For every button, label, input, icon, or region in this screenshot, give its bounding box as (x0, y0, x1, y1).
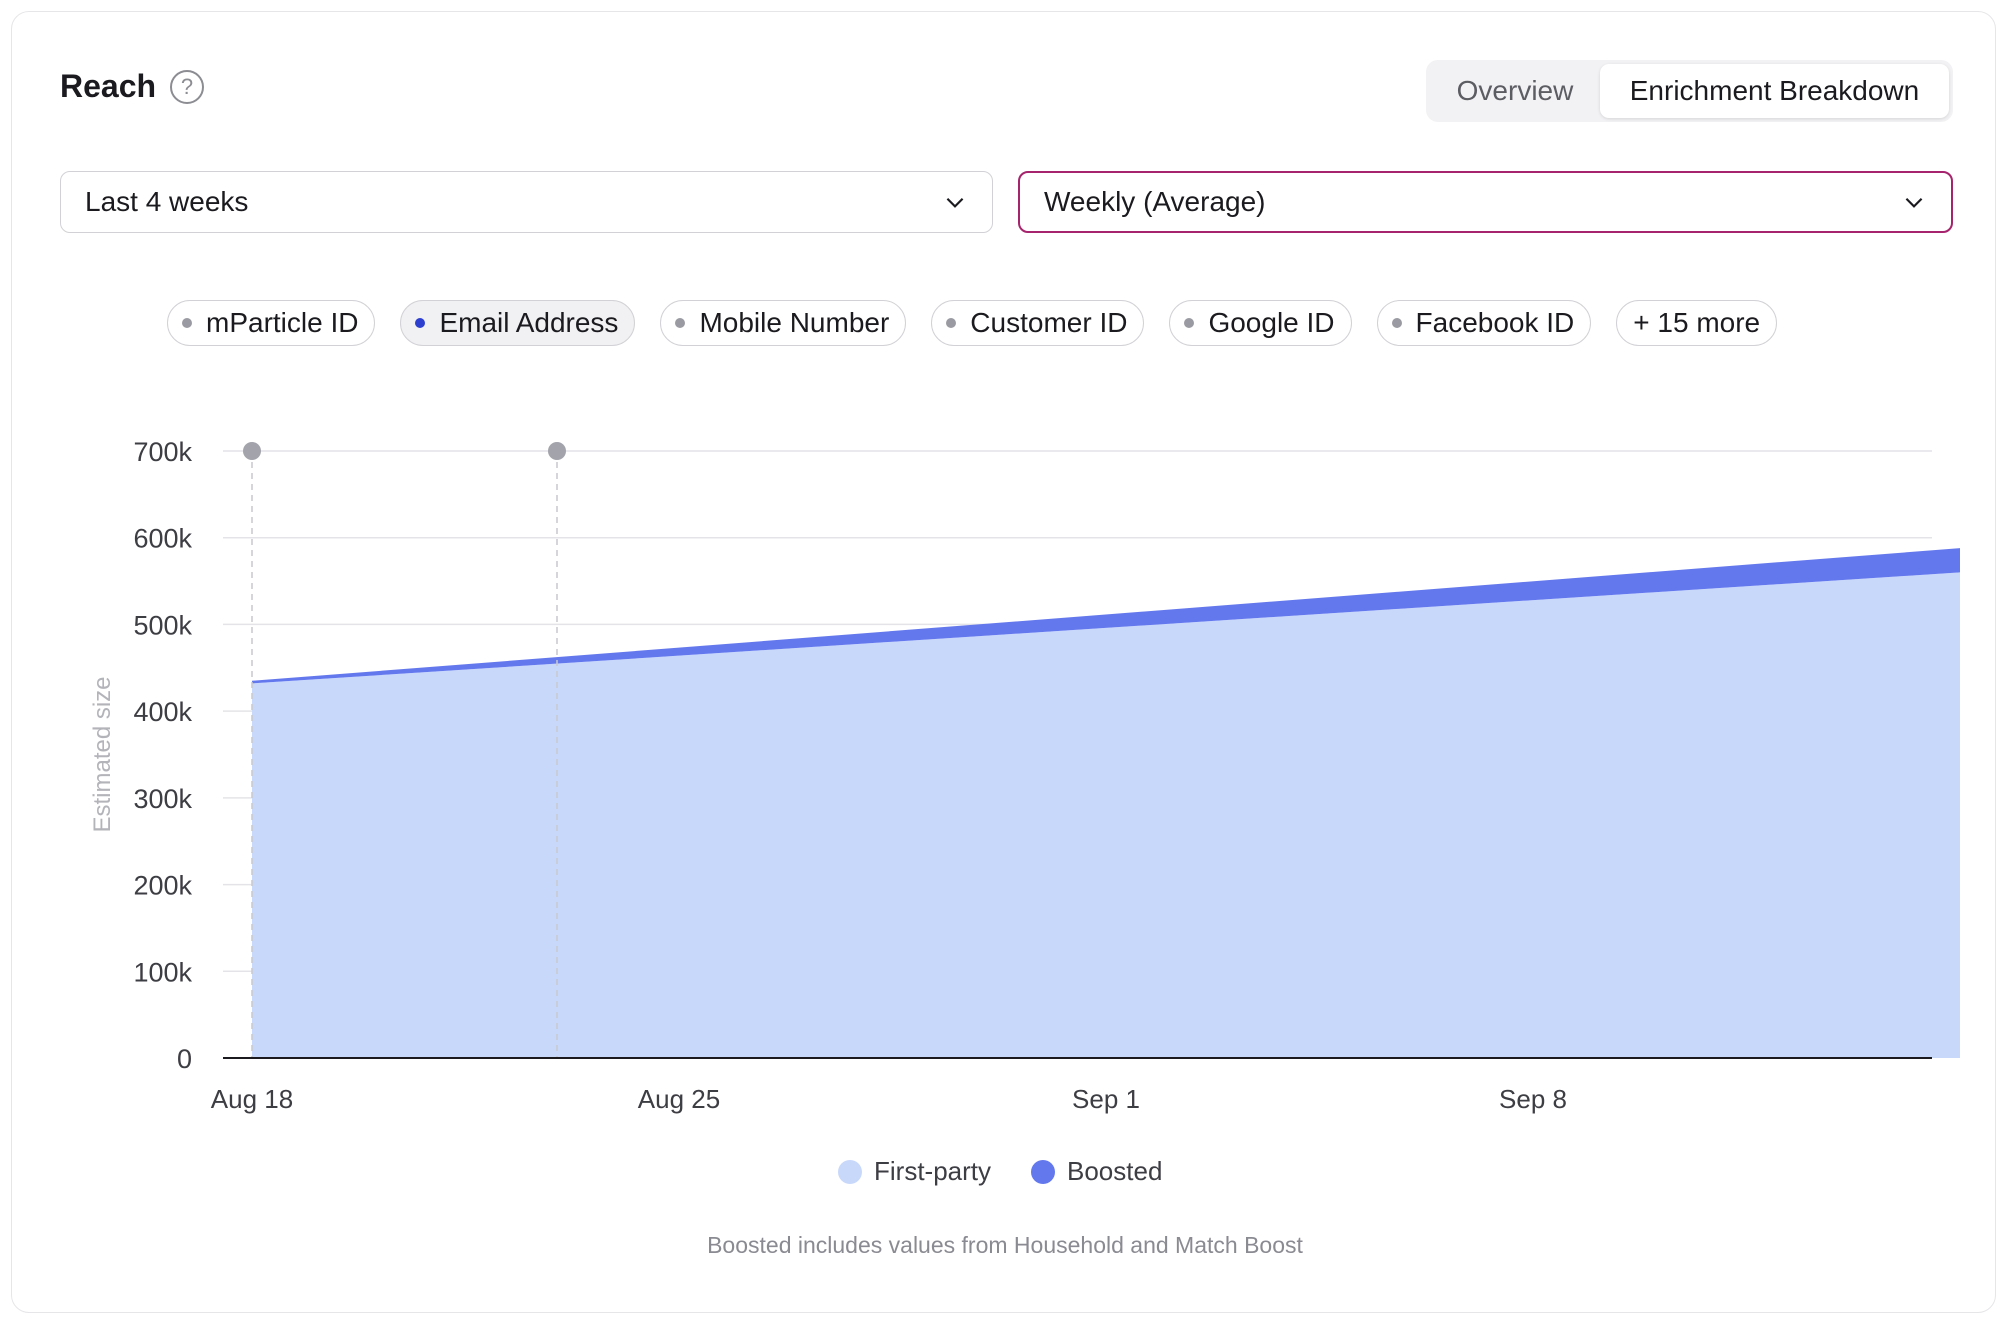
status-dot (1391, 318, 1402, 328)
question-circle-icon[interactable]: ? (170, 69, 205, 104)
reach-area-chart: 0 100k 200k 300k 400k 500k 600k 700k Estimated s… (89, 437, 1960, 1114)
chart-footnote: Boosted includes values from Household a… (707, 1232, 1303, 1258)
x-tick-label: Sep 1 (1072, 1084, 1140, 1114)
status-dot (182, 318, 192, 328)
area-first-party (252, 572, 1960, 1058)
y-tick-label: 700k (133, 437, 192, 467)
event-marker-dot (548, 442, 566, 460)
identifier-pill-mobile-number[interactable]: Mobile Number (660, 300, 907, 346)
legend-item-first-party[interactable]: First-party (838, 1156, 991, 1187)
status-dot (946, 318, 957, 328)
legend-swatch-first-party (838, 1159, 862, 1184)
status-dot (1184, 318, 1195, 328)
y-tick-label: 0 (177, 1044, 192, 1074)
identifier-label: Facebook ID (1415, 307, 1575, 338)
chart-legend: First-party Boosted (838, 1156, 1202, 1187)
identifier-pill-mparticle-id[interactable]: mParticle ID (167, 300, 376, 346)
identifier-pill-facebook-id[interactable]: Facebook ID (1376, 300, 1592, 346)
y-tick-label: 100k (133, 957, 192, 987)
page-title: Reach (60, 68, 157, 104)
x-tick-label: Aug 25 (638, 1084, 720, 1114)
identifier-filters: mParticle ID Email Address Mobile Number… (167, 300, 1778, 346)
identifier-pill-email-address[interactable]: Email Address (400, 300, 636, 346)
y-tick-label: 200k (133, 871, 192, 901)
chevron-down-icon (946, 197, 964, 208)
more-identifiers-button[interactable]: + 15 more (1616, 300, 1778, 346)
y-axis-label: Estimated size (89, 676, 116, 832)
y-tick-label: 400k (133, 697, 192, 727)
y-tick-label: 500k (133, 610, 192, 640)
status-dot (675, 318, 686, 328)
area-boosted (252, 548, 1960, 684)
legend-label: First-party (874, 1156, 991, 1186)
identifier-label: Google ID (1208, 307, 1335, 338)
identifier-pill-customer-id[interactable]: Customer ID (931, 300, 1145, 346)
x-tick-label: Aug 18 (211, 1084, 293, 1114)
legend-label: Boosted (1067, 1156, 1163, 1186)
identifier-label: Mobile Number (699, 307, 890, 338)
frequency-select[interactable]: Weekly (Average) (1018, 171, 1953, 233)
y-tick-label: 300k (133, 784, 192, 814)
identifier-label: mParticle ID (206, 307, 359, 338)
date-range-value: Last 4 weeks (85, 186, 249, 217)
tab-enrichment-breakdown[interactable]: Enrichment Breakdown (1600, 64, 1949, 118)
date-range-select[interactable]: Last 4 weeks (60, 171, 993, 233)
reach-header: Reach ? (60, 68, 205, 105)
y-tick-label: 600k (133, 524, 192, 554)
identifier-label: Email Address (439, 307, 619, 338)
legend-item-boosted[interactable]: Boosted (1031, 1156, 1162, 1187)
status-dot (415, 318, 426, 328)
event-marker-dot (243, 442, 261, 460)
identifier-pill-google-id[interactable]: Google ID (1169, 300, 1352, 346)
legend-swatch-boosted (1031, 1159, 1055, 1184)
frequency-value: Weekly (Average) (1044, 186, 1266, 217)
identifier-label: Customer ID (970, 307, 1128, 338)
chevron-down-icon (1905, 197, 1923, 208)
tab-overview[interactable]: Overview (1456, 75, 1574, 106)
x-tick-label: Sep 8 (1499, 1084, 1567, 1114)
view-toggle: Overview Enrichment Breakdown (1426, 60, 1953, 122)
